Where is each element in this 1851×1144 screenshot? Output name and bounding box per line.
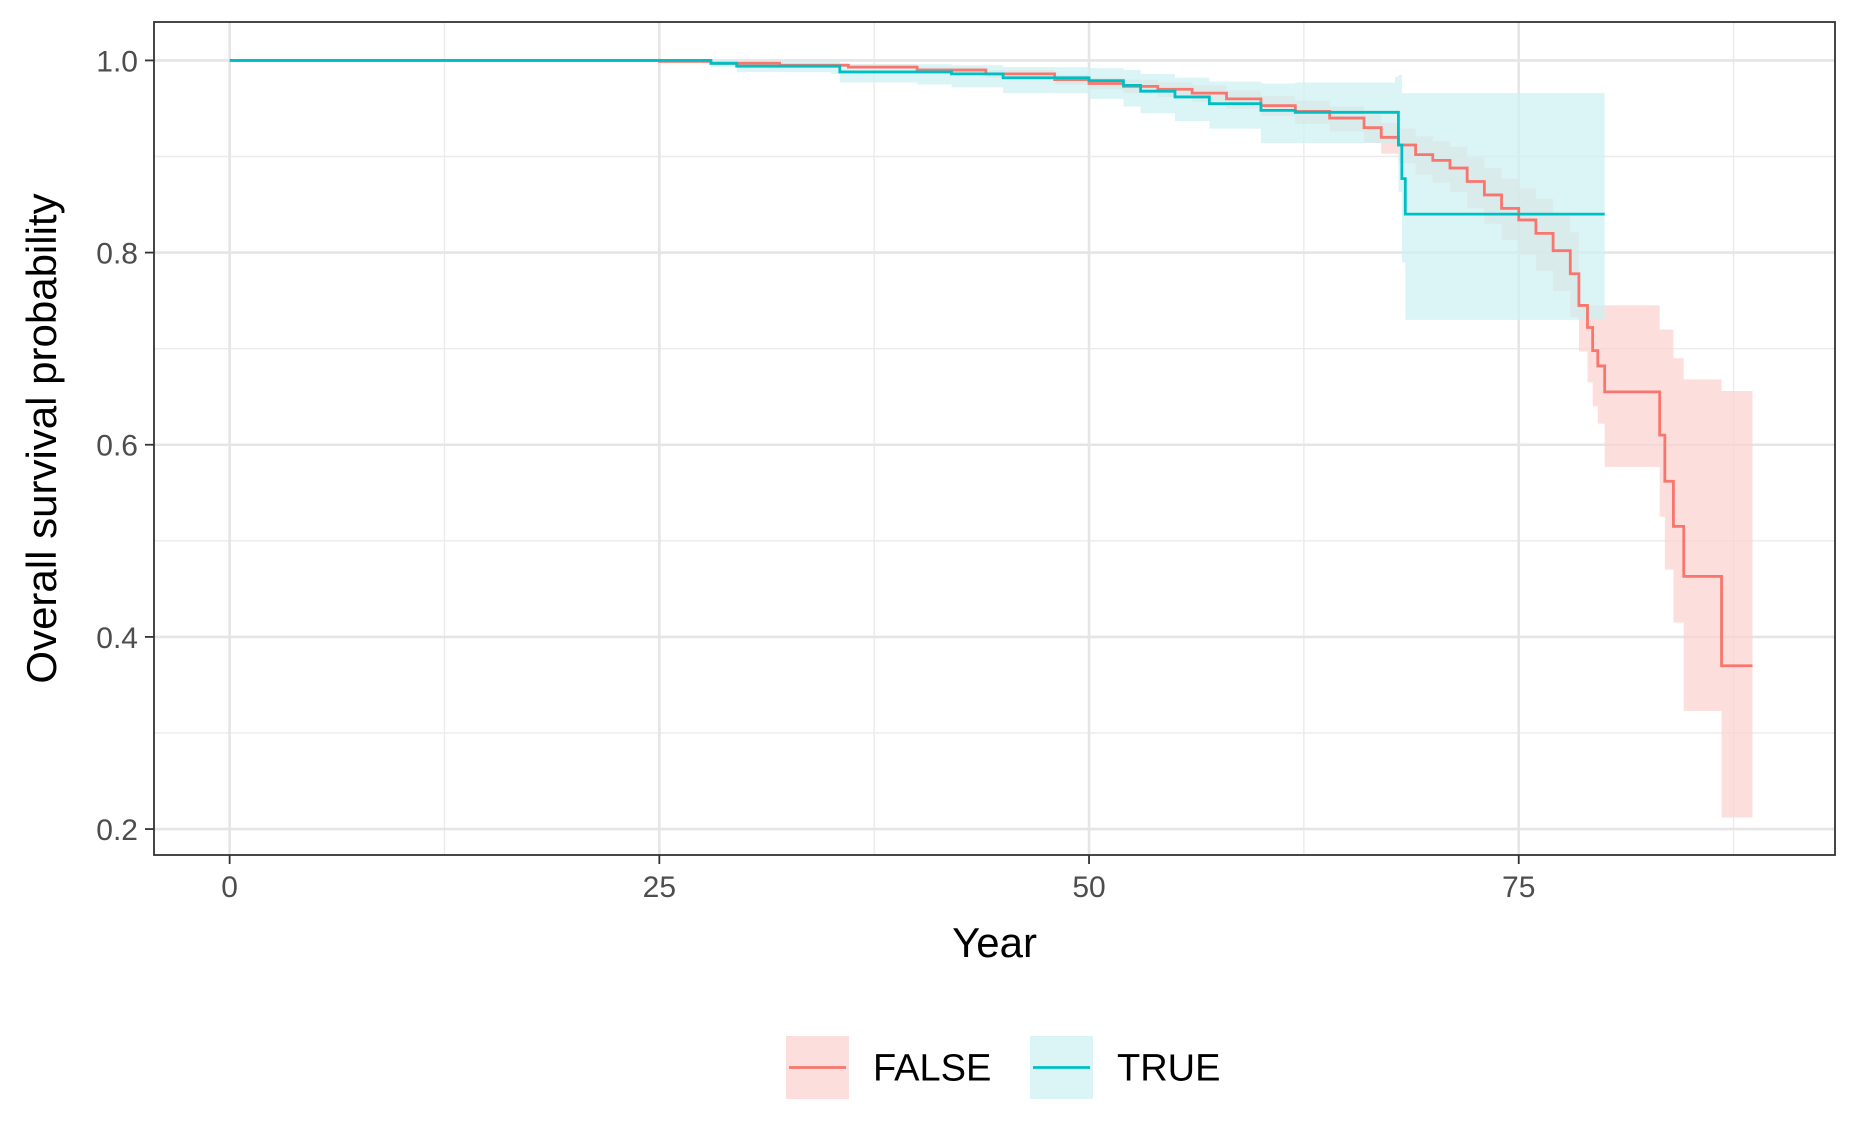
confidence-band-true (229, 60, 1605, 320)
y-axis-title: Overall survival probability (18, 193, 65, 683)
y-tick-label: 0.8 (96, 238, 138, 271)
legend-item-true: TRUE (1030, 1036, 1220, 1099)
y-axis: 0.2 0.4 0.6 0.8 1.0 (96, 45, 154, 847)
legend-label: FALSE (873, 1048, 991, 1090)
major-gridlines (154, 22, 1835, 855)
y-tick-label: 0.4 (96, 622, 138, 655)
x-axis-title: Year (952, 919, 1037, 966)
y-tick-label: 0.6 (96, 430, 138, 463)
legend: FALSE TRUE (786, 1036, 1220, 1099)
x-tick-label: 75 (1502, 871, 1535, 904)
y-tick-label: 0.2 (96, 814, 138, 847)
legend-label: TRUE (1117, 1048, 1220, 1090)
x-tick-label: 0 (221, 871, 238, 904)
survival-curve-false (229, 59, 1753, 668)
survival-curve-true (229, 59, 1605, 216)
y-tick-label: 1.0 (96, 45, 138, 78)
confidence-bands (229, 60, 1753, 818)
x-axis: 0 25 50 75 (221, 855, 1535, 904)
legend-item-false: FALSE (786, 1036, 991, 1099)
minor-gridlines (154, 22, 1835, 855)
x-tick-label: 25 (643, 871, 676, 904)
survival-curves (229, 59, 1753, 668)
panel-border (153, 21, 1836, 856)
x-tick-label: 50 (1072, 871, 1105, 904)
